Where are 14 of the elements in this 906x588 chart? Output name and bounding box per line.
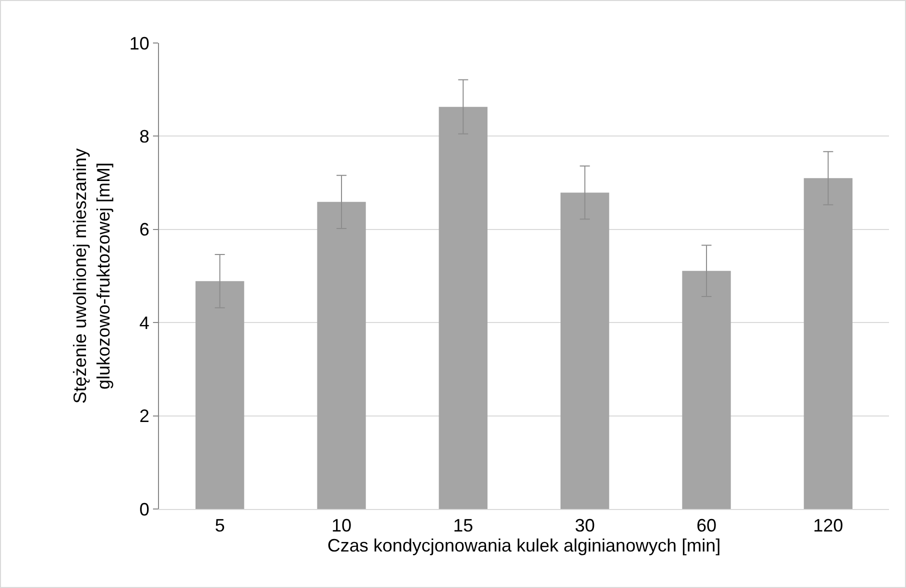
x-tick-label: 30 [574,516,595,536]
x-tick-label: 60 [696,516,717,536]
y-tick-label: 4 [139,312,150,333]
x-tick-label: 120 [813,516,844,536]
x-tick-label: 15 [453,516,474,536]
y-tick-label: 2 [139,406,150,426]
y-axis-title: Stężenie uwolnionej mieszaniny glukozowo-fruktozowej [mM] [70,148,114,404]
x-axis-title: Czas kondycjonowania kulek alginianowych [min] [327,536,721,556]
x-tick-label: 10 [331,516,352,536]
y-tick-label: 0 [139,499,150,520]
y-tick-label: 10 [129,33,150,54]
y-tick-label: 6 [139,220,150,240]
y-tick-label: 8 [139,126,150,146]
x-tick-label: 5 [214,516,225,536]
